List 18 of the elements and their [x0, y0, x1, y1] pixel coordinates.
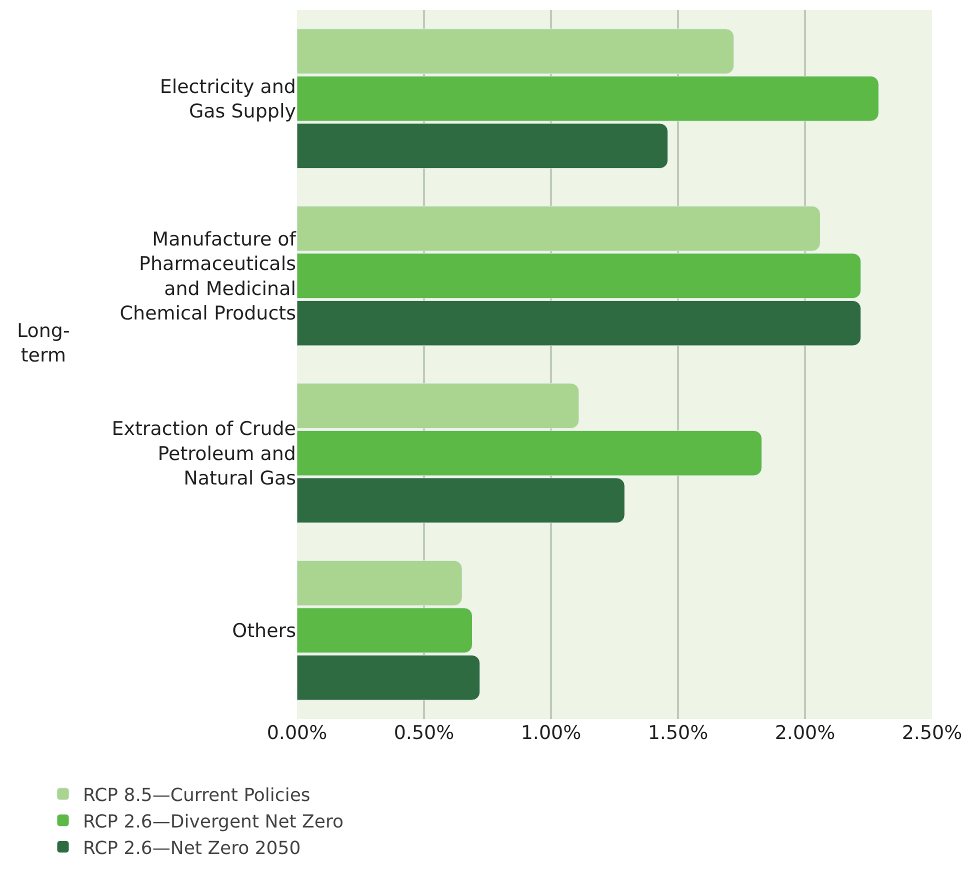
legend-label: RCP 8.5—Current Policies: [83, 784, 310, 806]
bar: [297, 28, 734, 74]
x-tick-label: 0.50%: [394, 722, 454, 744]
x-tick-label: 1.00%: [520, 722, 582, 744]
x-tick-label: 0.00%: [266, 722, 328, 744]
bar: [297, 654, 480, 700]
y-tick-label: Others: [232, 620, 296, 642]
x-tick-label: 2.50%: [902, 722, 962, 744]
bar: [297, 300, 862, 346]
legend-label: RCP 2.6—Net Zero 2050: [83, 838, 301, 859]
y-tick-label: Electricity and Gas Supply: [160, 76, 296, 123]
x-tick-label: 1.50%: [648, 722, 708, 744]
bar: [297, 383, 580, 429]
text: Long- term: [17, 320, 70, 367]
y-tick-label: Manufacture of Pharmaceuticals and Medicinal Chemical Products: [120, 228, 298, 325]
x-tick-label: 2.00%: [774, 722, 836, 744]
legend-label: RCP 2.6—Divergent Net Zero: [83, 811, 344, 832]
y-tick-label: Extraction of Crude Petroleum and Natural Gas: [112, 418, 296, 490]
